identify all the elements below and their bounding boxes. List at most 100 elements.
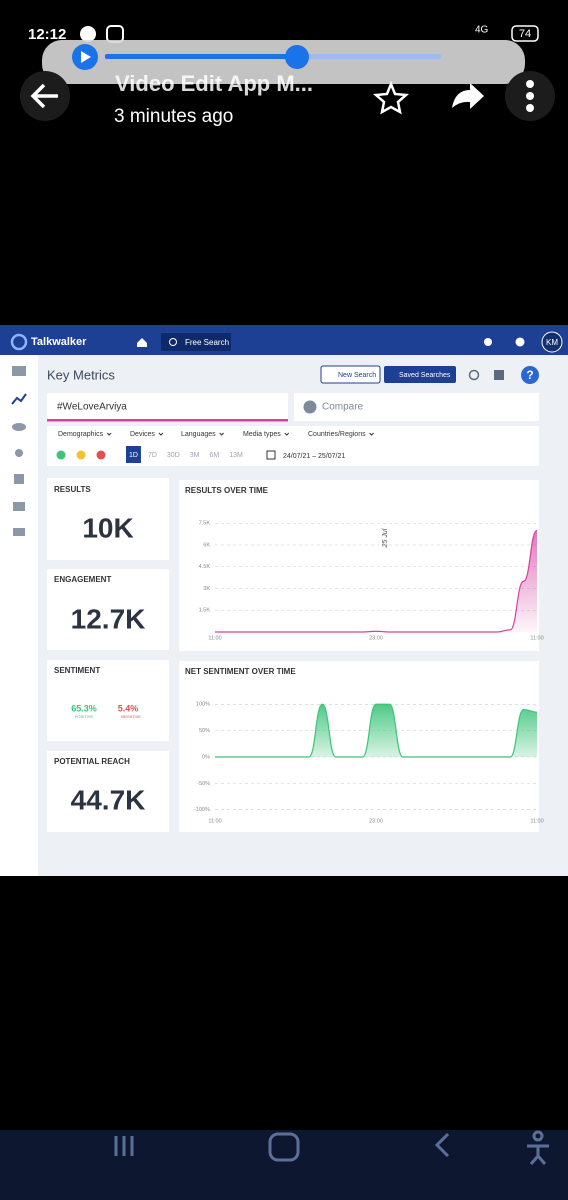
chart-card [179, 661, 539, 832]
metric-value: 10K [82, 512, 133, 543]
side-icon[interactable] [12, 366, 26, 376]
dropdown-caret [158, 432, 164, 436]
filter-dropdown[interactable]: Devices [130, 431, 155, 438]
dot [526, 104, 534, 112]
card [47, 660, 169, 741]
brand: Talkwalker [31, 336, 87, 348]
period-option[interactable]: 7D [148, 452, 157, 459]
nav-icons [114, 1130, 549, 1165]
date-range[interactable]: 24/07/21 – 25/07/21 [283, 453, 345, 460]
video-controls[interactable] [42, 40, 525, 84]
home-button[interactable] [268, 1132, 300, 1162]
metric-label: RESULTS [54, 485, 91, 494]
card [47, 751, 169, 832]
x-tick-label: 11:00 [530, 635, 543, 641]
line [215, 703, 538, 758]
network: 4G [475, 25, 489, 36]
chart-title: RESULTS OVER TIME [185, 486, 269, 495]
y-tick-label: 7.5K [199, 521, 211, 527]
recent-apps[interactable] [114, 1136, 134, 1156]
negative-label: NEGATIVE [121, 714, 141, 719]
period-option[interactable]: 3M [190, 452, 200, 459]
filter-dropdown[interactable]: Languages [181, 431, 216, 438]
header-subtitle: 3 minutes ago [114, 106, 233, 127]
card [47, 569, 169, 650]
query-box[interactable] [47, 393, 288, 421]
play-icon [81, 51, 91, 63]
nav-bar [0, 1130, 568, 1200]
side-icon[interactable] [13, 502, 25, 511]
settings-icon[interactable] [484, 338, 492, 346]
new-search: New Search [338, 372, 376, 379]
dropdown-caret [369, 432, 374, 436]
filter-dropdown[interactable]: Demographics [58, 431, 104, 438]
filter-dropdown[interactable]: Countries/Regions [308, 431, 366, 438]
accessibility-body [527, 1144, 549, 1165]
x-tick-label: 23:00 [369, 818, 383, 824]
refresh-button[interactable] [468, 369, 480, 381]
negative-value: 5.4% [118, 703, 139, 713]
side-icon[interactable] [12, 423, 26, 431]
positive-value: 65.3% [71, 703, 97, 713]
dot [526, 92, 534, 100]
x-tick-label: 11:00 [208, 635, 221, 641]
battery: 74 [519, 28, 531, 40]
chart-card [179, 480, 539, 651]
compare-box[interactable] [294, 393, 539, 421]
save-button[interactable] [494, 370, 504, 380]
new-search-button[interactable] [320, 365, 381, 384]
neutral-filter[interactable] [76, 450, 86, 460]
period-option[interactable]: 6M [209, 452, 219, 459]
query: #WeLoveArviya [57, 402, 127, 413]
dropdown-caret [284, 432, 290, 436]
positive-filter[interactable] [56, 450, 66, 460]
progress-fill [105, 54, 297, 59]
annotation: 25 Jul [382, 528, 389, 548]
avatar-circle[interactable] [541, 331, 563, 353]
free-search-button[interactable] [161, 333, 231, 351]
compare-icon [303, 400, 317, 414]
negative-filter[interactable] [96, 450, 106, 460]
facebook-icon [80, 26, 96, 42]
filter-dropdown[interactable]: Media types [243, 431, 281, 438]
saved-searches-button[interactable] [384, 366, 456, 383]
battery-icon [511, 25, 539, 42]
back-nav[interactable] [434, 1132, 450, 1158]
x-tick-label: 11:00 [530, 818, 543, 824]
home-icon[interactable] [137, 338, 147, 347]
period-option[interactable]: 1D [129, 452, 138, 459]
period-option[interactable]: 30D [167, 452, 180, 459]
x-tick-label: 11:00 [208, 818, 221, 824]
star-button[interactable] [372, 80, 410, 115]
side-icon[interactable] [13, 528, 25, 536]
period-option[interactable]: 13M [229, 452, 243, 459]
share-button[interactable] [452, 83, 484, 109]
side-icon[interactable] [11, 393, 27, 405]
metric-label: POTENTIAL REACH [54, 757, 130, 766]
area [215, 704, 537, 757]
sidebar [0, 355, 38, 876]
compare: Compare [322, 402, 364, 413]
progress-thumb[interactable] [285, 45, 309, 69]
metric-value: 44.7K [71, 784, 146, 815]
y-tick-label: 6K [203, 542, 210, 548]
y-tick-label: 4.5K [199, 564, 211, 570]
free-search: Free Search [185, 338, 229, 347]
app-navbar [0, 325, 568, 355]
help-button[interactable] [521, 366, 539, 384]
side-icon[interactable] [14, 474, 24, 484]
x-tick-label: 23:00 [369, 635, 383, 641]
page-title: Key Metrics [47, 367, 115, 382]
card [47, 478, 169, 560]
chart-title: NET SENTIMENT OVER TIME [185, 667, 296, 676]
y-tick-label: 100% [196, 702, 210, 708]
accessibility[interactable] [532, 1130, 544, 1142]
query-underline [47, 419, 288, 422]
side-icon[interactable] [15, 449, 23, 457]
line [214, 529, 538, 633]
sidebar-icons [11, 366, 27, 536]
chat-icon[interactable] [515, 337, 525, 347]
brand-logo [10, 333, 28, 351]
avatar: KM [546, 338, 558, 347]
metric-value: 12.7K [71, 603, 146, 634]
